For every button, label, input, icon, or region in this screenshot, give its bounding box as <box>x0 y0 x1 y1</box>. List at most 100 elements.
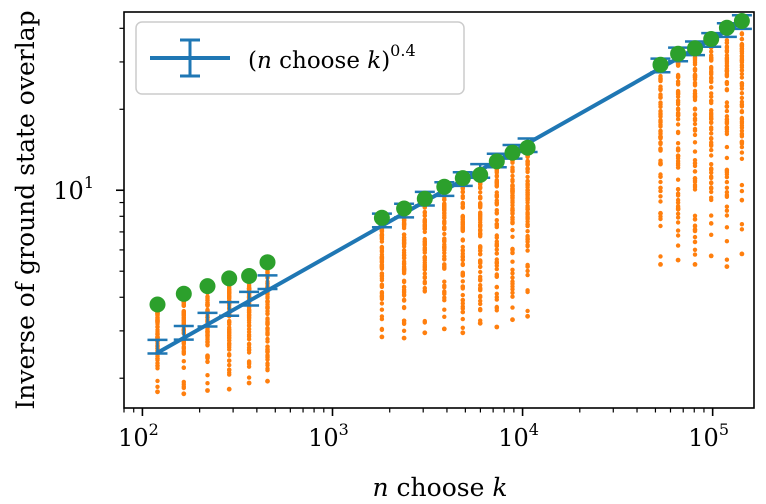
sample-point <box>510 183 515 189</box>
sample-point <box>265 317 270 322</box>
x-tick-label: 103 <box>308 420 349 452</box>
sample-point <box>675 158 681 164</box>
sample-point <box>494 239 499 244</box>
sample-point <box>709 49 714 54</box>
sample-point <box>227 322 232 327</box>
x-tick-base: 10 <box>308 424 339 452</box>
sample-point <box>724 257 730 262</box>
sample-point <box>658 114 663 119</box>
max-marker <box>670 45 687 62</box>
sample-point <box>478 234 483 239</box>
x-tick-exponent: 3 <box>339 420 349 439</box>
sample-point <box>422 262 427 267</box>
sample-point <box>709 162 714 167</box>
sample-point-min <box>205 388 210 393</box>
sample-point <box>401 240 407 246</box>
sample-point <box>227 327 232 332</box>
sample-point <box>525 167 530 172</box>
sample-point <box>460 237 465 242</box>
sample-point <box>478 202 483 208</box>
sample-point <box>692 107 698 112</box>
sample-point <box>422 318 427 324</box>
sample-point <box>675 220 681 225</box>
sample-point <box>709 85 714 90</box>
sample-point <box>442 298 447 303</box>
sample-point <box>709 114 714 119</box>
sample-point <box>692 176 698 181</box>
sample-point <box>675 90 681 95</box>
max-marker <box>241 268 258 284</box>
sample-point <box>675 141 681 146</box>
sample-point <box>181 359 186 364</box>
sample-point <box>709 79 714 85</box>
sample-point <box>494 308 499 313</box>
sample-point <box>478 308 483 313</box>
sample-point <box>379 257 385 262</box>
sample-point <box>460 244 465 250</box>
sample-point <box>709 213 714 218</box>
sample-point <box>265 300 270 305</box>
sample-point <box>422 255 427 261</box>
sample-point <box>739 102 745 107</box>
legend-label: (n choose k)0.4 <box>248 41 416 74</box>
x-tick-exponent: 5 <box>719 420 729 439</box>
sample-point <box>155 327 160 333</box>
sample-point <box>739 81 745 86</box>
sample-point-min <box>265 378 270 384</box>
sample-point <box>739 197 745 203</box>
sample-point <box>460 301 465 306</box>
sample-point <box>422 242 427 248</box>
sample-point <box>724 131 730 137</box>
sample-point <box>442 231 447 237</box>
x-tick-label: 105 <box>688 420 729 452</box>
sample-point <box>460 325 465 330</box>
sample-point <box>510 165 515 170</box>
sample-point <box>724 108 730 114</box>
legend-n: n <box>257 48 272 74</box>
sample-point <box>692 161 698 166</box>
sample-point <box>422 226 427 231</box>
sample-point <box>692 72 698 77</box>
sample-point <box>525 229 530 234</box>
sample-point <box>658 174 663 179</box>
legend-box <box>135 21 465 95</box>
sample-point <box>442 279 447 284</box>
sample-point <box>460 316 465 322</box>
legend-exponent: 0.4 <box>390 41 415 60</box>
x-axis-label: n choose k <box>373 473 508 502</box>
sample-point <box>155 319 160 325</box>
sample-point <box>510 190 515 196</box>
sample-point <box>460 204 465 209</box>
sample-point <box>181 303 186 308</box>
max-marker <box>718 19 735 36</box>
sample-point-min <box>441 326 447 332</box>
sample-point <box>155 360 160 366</box>
sample-point <box>442 283 447 288</box>
sample-point <box>525 174 530 180</box>
legend: (n choose k)0.4 <box>135 21 465 95</box>
sample-point <box>494 222 499 227</box>
sample-point <box>460 217 465 222</box>
sample-point <box>739 182 745 188</box>
sample-point <box>709 186 714 191</box>
sample-point <box>510 290 515 295</box>
sample-point <box>724 204 730 209</box>
sample-point-min <box>525 313 530 319</box>
sample-point <box>478 294 483 300</box>
sample-point-min <box>460 330 466 336</box>
sample-point <box>494 251 499 256</box>
sample-point <box>675 122 681 127</box>
max-marker <box>454 170 471 187</box>
sample-point <box>739 128 745 133</box>
sample-point <box>227 367 232 373</box>
sample-point <box>442 226 447 232</box>
sample-point <box>205 330 210 335</box>
sample-point <box>658 188 663 194</box>
sample-point <box>401 320 407 325</box>
sample-point <box>709 140 714 145</box>
sample-point <box>525 264 530 269</box>
sample-point <box>658 194 663 199</box>
sample-point <box>724 185 730 190</box>
sample-point <box>739 91 745 96</box>
sample-point <box>692 179 698 185</box>
